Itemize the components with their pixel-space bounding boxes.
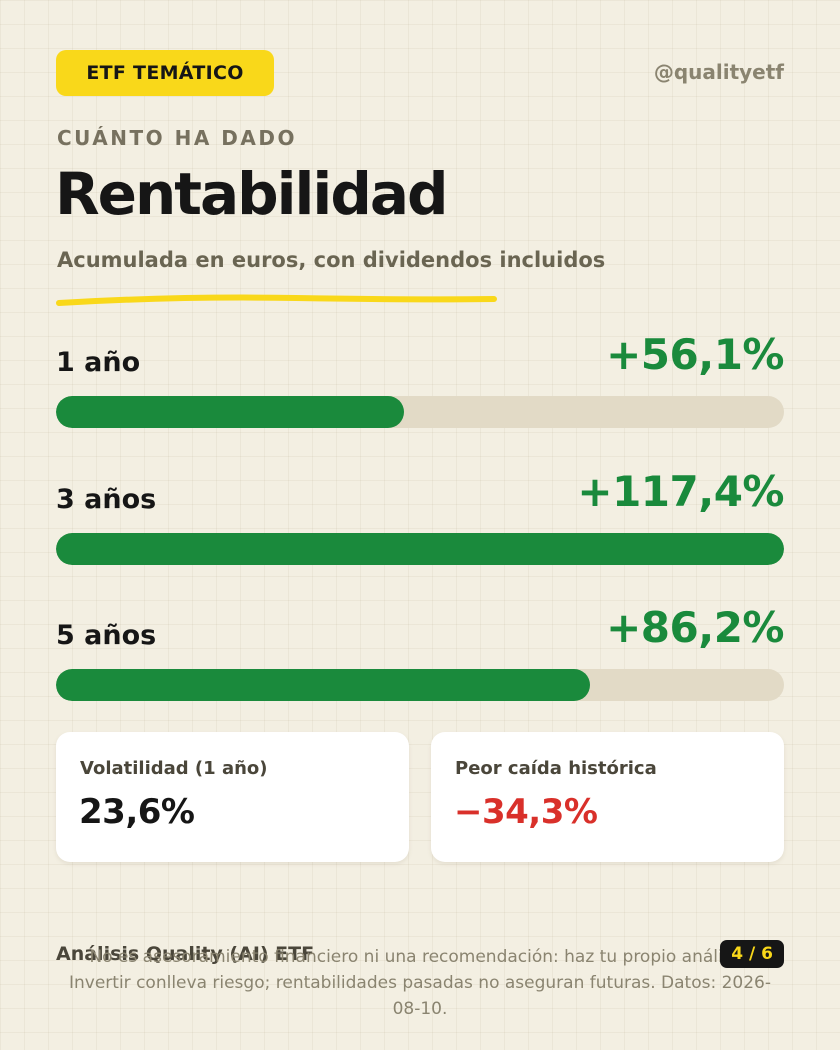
footer-brand: Análisis Quality (AI) ETF [56, 943, 315, 965]
return-1y-label: 1 año [56, 347, 141, 378]
section-eyebrow: CUÁNTO HA DADO [57, 126, 297, 150]
volatility-value: 23,6% [79, 792, 195, 832]
return-1y-track [56, 396, 784, 428]
return-5y: 5 años +86,2% [56, 591, 784, 701]
account-handle: @qualityetf [653, 60, 784, 84]
volatility-card: Volatilidad (1 año) 23,6% [56, 732, 409, 862]
return-1y: 1 año +56,1% [56, 318, 784, 428]
return-1y-bar [56, 396, 404, 428]
return-5y-value: +86,2% [606, 603, 784, 652]
return-3y: 3 años +117,4% [56, 455, 784, 565]
return-5y-label: 5 años [56, 620, 157, 651]
drawdown-label: Peor caída histórica [455, 758, 657, 779]
return-3y-label: 3 años [56, 484, 157, 515]
return-5y-track [56, 669, 784, 701]
highlight-underline [56, 294, 497, 306]
drawdown-card: Peor caída histórica −34,3% [431, 732, 784, 862]
return-3y-bar [56, 533, 784, 565]
return-1y-value: +56,1% [606, 330, 784, 379]
page-indicator: 4 / 6 [720, 940, 784, 968]
page-subtitle: Acumulada en euros, con dividendos inclu… [57, 248, 606, 272]
volatility-label: Volatilidad (1 año) [80, 758, 268, 779]
drawdown-value: −34,3% [454, 792, 598, 832]
disclaimer-text: No es asesoramiento financiero ni una re… [69, 947, 771, 1019]
page-title: Rentabilidad [55, 160, 448, 228]
return-3y-value: +117,4% [577, 467, 784, 516]
etf-tematico-tag: ETF TEMÁTICO [56, 50, 274, 96]
return-5y-bar [56, 669, 591, 701]
return-3y-track [56, 533, 784, 565]
